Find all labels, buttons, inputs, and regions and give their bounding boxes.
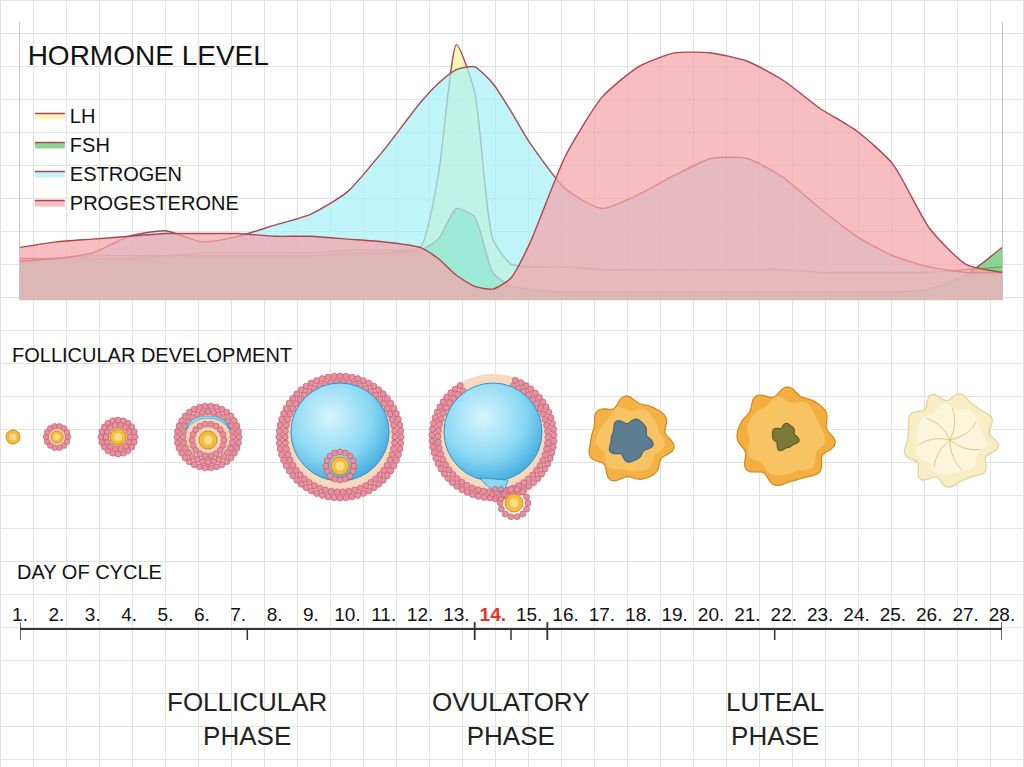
svg-text:4.: 4. [121, 604, 137, 625]
svg-text:1.: 1. [12, 604, 28, 625]
svg-text:FSH: FSH [70, 134, 110, 156]
svg-text:6.: 6. [194, 604, 210, 625]
svg-text:13.: 13. [443, 604, 469, 625]
svg-text:19.: 19. [661, 604, 687, 625]
svg-text:DAY OF CYCLE: DAY OF CYCLE [17, 561, 162, 583]
svg-text:ESTROGEN: ESTROGEN [70, 163, 182, 185]
svg-text:OVULATORYPHASE: OVULATORYPHASE [432, 687, 590, 751]
svg-text:8.: 8. [267, 604, 283, 625]
svg-text:25.: 25. [880, 604, 906, 625]
svg-text:23.: 23. [807, 604, 833, 625]
svg-text:10.: 10. [334, 604, 360, 625]
svg-text:16.: 16. [552, 604, 578, 625]
svg-text:11.: 11. [371, 604, 396, 625]
svg-text:3.: 3. [85, 604, 101, 625]
svg-text:14.: 14. [480, 604, 506, 625]
svg-text:24.: 24. [843, 604, 869, 625]
svg-text:LH: LH [70, 105, 96, 127]
svg-text:15.: 15. [516, 604, 542, 625]
svg-text:2.: 2. [48, 604, 64, 625]
svg-text:HORMONE LEVEL: HORMONE LEVEL [28, 40, 269, 71]
svg-text:18.: 18. [625, 604, 651, 625]
svg-text:20.: 20. [698, 604, 724, 625]
svg-text:LUTEALPHASE: LUTEALPHASE [726, 687, 824, 751]
svg-text:17.: 17. [589, 604, 615, 625]
svg-text:28.: 28. [989, 604, 1015, 625]
svg-text:7.: 7. [230, 604, 246, 625]
svg-text:5.: 5. [158, 604, 174, 625]
svg-text:27.: 27. [952, 604, 978, 625]
svg-text:FOLLICULAR DEVELOPMENT: FOLLICULAR DEVELOPMENT [12, 344, 292, 366]
svg-text:21.: 21. [734, 604, 760, 625]
svg-text:FOLLICULARPHASE: FOLLICULARPHASE [167, 687, 327, 751]
svg-text:12.: 12. [407, 604, 433, 625]
svg-text:22.: 22. [771, 604, 797, 625]
svg-text:26.: 26. [916, 604, 942, 625]
svg-text:PROGESTERONE: PROGESTERONE [70, 192, 239, 214]
svg-text:9.: 9. [303, 604, 319, 625]
